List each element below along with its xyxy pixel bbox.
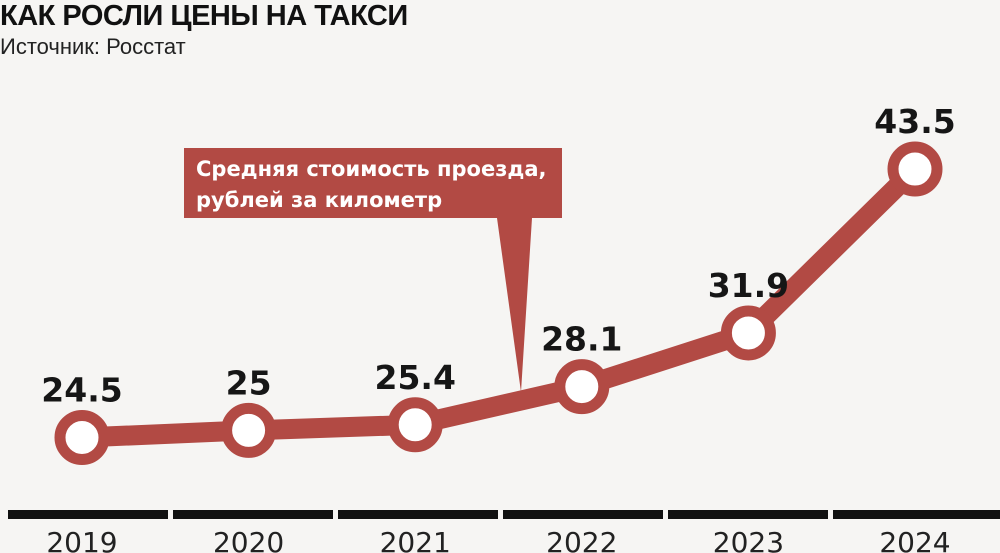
data-point-2022 [554,359,610,415]
data-labels: 24.5 25 25.4 28.1 31.9 43.5 [41,102,955,409]
x-axis [8,510,1000,519]
x-tick-label-2020: 2020 [213,526,284,553]
axis-segment-2024 [833,510,1000,519]
data-markers [54,141,943,465]
callout-line-1: Средняя стоимость проезда, [196,157,547,181]
callout-line-2: рублей за километр [196,188,442,212]
x-tick-labels: 2019 2020 2021 2022 2023 2024 [46,526,950,553]
data-point-2020 [221,402,277,458]
data-point-2023 [720,305,776,361]
chart-source: Источник: Росстат [0,34,186,59]
data-label-2020: 25 [226,363,272,402]
axis-segment-2021 [338,510,498,519]
callout-annotation: Средняя стоимость проезда, рублей за кил… [184,148,562,392]
data-label-2019: 24.5 [41,371,122,410]
data-point-2019 [54,410,110,465]
axis-segment-2023 [668,510,828,519]
chart-title: КАК РОСЛИ ЦЕНЫ НА ТАКСИ [0,0,408,32]
x-tick-label-2024: 2024 [879,526,950,553]
data-label-2021: 25.4 [374,358,455,397]
x-tick-label-2022: 2022 [546,526,617,553]
axis-segment-2020 [173,510,333,519]
x-tick-label-2023: 2023 [713,526,784,553]
axis-segment-2019 [8,510,168,519]
series-line [81,161,923,448]
data-label-2022: 28.1 [541,320,622,359]
data-label-2024: 43.5 [874,102,955,141]
x-tick-label-2021: 2021 [380,526,451,553]
data-point-2024 [887,141,943,197]
callout-box [184,148,562,392]
x-tick-label-2019: 2019 [46,526,117,553]
axis-segment-2022 [503,510,663,519]
data-point-2021 [387,397,443,453]
data-label-2023: 31.9 [708,266,789,305]
